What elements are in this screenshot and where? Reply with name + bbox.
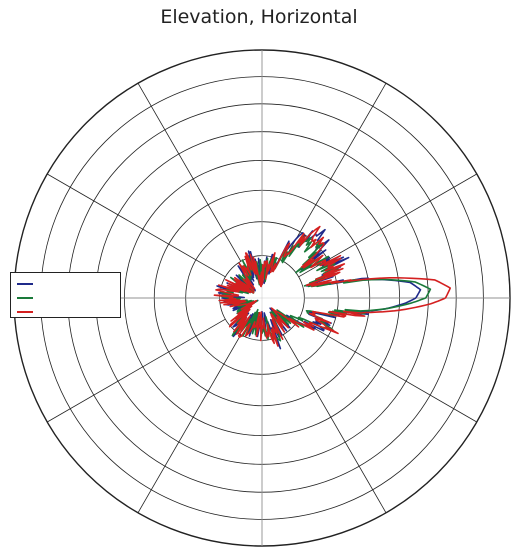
grid-spoke-330 [298,318,477,423]
chart-title: Elevation, Horizontal [160,6,358,28]
grid-spoke-210 [47,318,226,423]
legend-swatch-2 [17,297,33,299]
legend [10,272,121,318]
grid-spoke-60 [282,83,387,262]
series-layer [213,225,451,350]
grid-spoke-120 [137,83,242,262]
series-line-3 [213,225,451,347]
legend-swatch-3 [17,311,33,313]
grid-spoke-150 [47,173,226,278]
grid-spoke-240 [137,334,242,513]
grid-spoke-30 [298,173,477,278]
legend-swatch-1 [17,283,33,285]
grid-spoke-300 [282,334,387,513]
